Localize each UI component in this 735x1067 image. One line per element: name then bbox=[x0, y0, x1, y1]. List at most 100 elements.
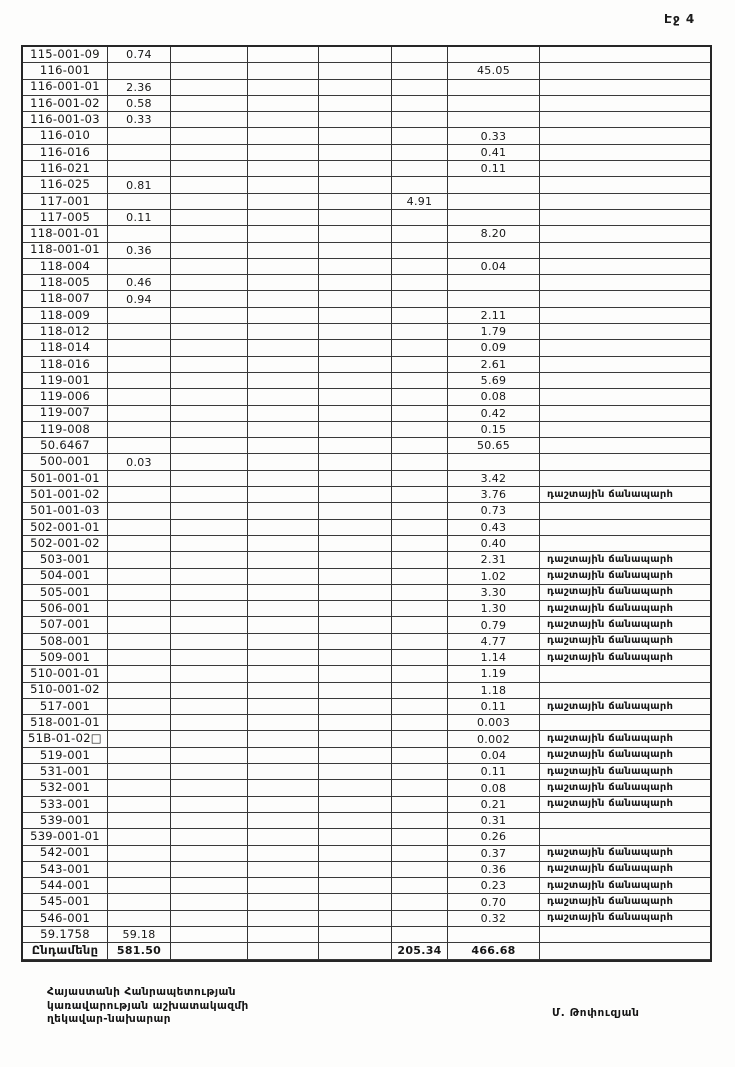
footer-signatory-title: Հայաստանի Հանրապետության կառավարության ա… bbox=[47, 986, 249, 1027]
empty-col5-cell bbox=[319, 747, 392, 765]
value-col7-cell: 0.003 bbox=[448, 715, 540, 732]
parcel-code-cell: 502-001-01 bbox=[23, 519, 108, 536]
value-col7-cell: 1.02 bbox=[448, 568, 540, 585]
table-row: 531-001 0.11 դաշտային ճանապարհ bbox=[23, 764, 710, 781]
note-cell: դաշտային ճանապարհ bbox=[540, 894, 710, 911]
value-col6-cell bbox=[392, 927, 448, 944]
value-col2-cell bbox=[108, 372, 171, 390]
value-col7-cell: 0.33 bbox=[448, 128, 540, 145]
parcel-code-cell: 118-001-01 bbox=[23, 226, 108, 243]
value-col7-cell: 1.30 bbox=[448, 601, 540, 618]
empty-col4-cell bbox=[248, 796, 319, 813]
value-col2-cell bbox=[108, 144, 171, 162]
empty-col3-cell bbox=[171, 177, 248, 194]
value-col2-cell bbox=[108, 535, 171, 553]
parcel-code-cell: 501-001-03 bbox=[23, 503, 108, 520]
value-col7-cell: 0.11 bbox=[448, 161, 540, 178]
value-col7-cell: 50.65 bbox=[448, 438, 540, 455]
note-cell bbox=[540, 128, 710, 145]
value-col6-cell bbox=[392, 161, 448, 178]
empty-col4-cell bbox=[248, 829, 319, 846]
value-col2-cell bbox=[108, 568, 171, 585]
empty-col4-cell bbox=[248, 943, 319, 960]
empty-col4-cell bbox=[248, 242, 319, 259]
note-cell bbox=[540, 829, 710, 846]
value-col2-cell bbox=[108, 715, 171, 732]
value-col6-cell bbox=[392, 780, 448, 797]
note-cell: դաշտային ճանապարհ bbox=[540, 487, 710, 504]
empty-col4-cell bbox=[248, 356, 319, 373]
value-col2-cell bbox=[108, 128, 171, 145]
note-cell bbox=[540, 324, 710, 341]
empty-col3-cell bbox=[171, 698, 248, 716]
empty-col5-cell bbox=[319, 584, 392, 602]
empty-col4-cell bbox=[248, 161, 319, 178]
table-row: 118-016 2.61 bbox=[23, 356, 710, 373]
empty-col4-cell bbox=[248, 649, 319, 667]
empty-col3-cell bbox=[171, 405, 248, 422]
parcel-code-cell: 508-001 bbox=[23, 633, 108, 650]
empty-col3-cell bbox=[171, 552, 248, 569]
parcel-code-cell: 116-016 bbox=[23, 144, 108, 162]
value-col7-cell bbox=[448, 95, 540, 113]
empty-col4-cell bbox=[248, 503, 319, 520]
parcel-code-cell: 118-005 bbox=[23, 275, 108, 292]
note-cell: դաշտային ճանապարհ bbox=[540, 552, 710, 569]
empty-col3-cell bbox=[171, 764, 248, 781]
empty-col3-cell bbox=[171, 829, 248, 846]
value-col7-cell bbox=[448, 193, 540, 210]
empty-col5-cell bbox=[319, 324, 392, 341]
empty-col4-cell bbox=[248, 927, 319, 944]
value-col6-cell bbox=[392, 454, 448, 471]
empty-col3-cell bbox=[171, 340, 248, 357]
value-col6-cell bbox=[392, 715, 448, 732]
value-col7-cell: 5.69 bbox=[448, 372, 540, 390]
value-col2-cell bbox=[108, 356, 171, 373]
empty-col3-cell bbox=[171, 454, 248, 471]
parcel-code-cell: 50.6467 bbox=[23, 438, 108, 455]
empty-col3-cell bbox=[171, 894, 248, 911]
note-cell: դաշտային ճանապարհ bbox=[540, 764, 710, 781]
table-row: 116-001-01 2.36 bbox=[23, 79, 710, 96]
empty-col4-cell bbox=[248, 584, 319, 602]
empty-col4-cell bbox=[248, 438, 319, 455]
empty-col5-cell bbox=[319, 307, 392, 325]
empty-col3-cell bbox=[171, 63, 248, 80]
table-row: 510-001-01 1.19 bbox=[23, 666, 710, 683]
empty-col5-cell bbox=[319, 552, 392, 569]
table-row: 59.1758 59.18 bbox=[23, 927, 710, 944]
empty-col3-cell bbox=[171, 747, 248, 765]
parcel-code-cell: 510-001-02 bbox=[23, 682, 108, 699]
value-col6-cell bbox=[392, 324, 448, 341]
empty-col4-cell bbox=[248, 747, 319, 765]
parcel-code-cell: 506-001 bbox=[23, 601, 108, 618]
note-cell bbox=[540, 454, 710, 471]
table-row: 518-001-01 0.003 bbox=[23, 715, 710, 732]
parcel-code-cell: 117-005 bbox=[23, 209, 108, 227]
parcel-code-cell: 510-001-01 bbox=[23, 666, 108, 683]
empty-col4-cell bbox=[248, 552, 319, 569]
value-col6-cell bbox=[392, 47, 448, 64]
empty-col3-cell bbox=[171, 666, 248, 683]
table-row: 116-025 0.81 bbox=[23, 177, 710, 194]
signatory-name: Մ. Թոփուզյան bbox=[552, 1007, 640, 1019]
empty-col3-cell bbox=[171, 275, 248, 292]
table-row: 509-001 1.14 դաշտային ճանապարհ bbox=[23, 649, 710, 667]
value-col2-cell bbox=[108, 340, 171, 357]
parcel-code-cell: 518-001-01 bbox=[23, 715, 108, 732]
value-col2-cell bbox=[108, 698, 171, 716]
empty-col3-cell bbox=[171, 601, 248, 618]
value-col2-cell bbox=[108, 438, 171, 455]
empty-col5-cell bbox=[319, 829, 392, 846]
empty-col3-cell bbox=[171, 470, 248, 488]
note-cell bbox=[540, 438, 710, 455]
value-col7-cell bbox=[448, 454, 540, 471]
value-col2-cell: 581.50 bbox=[108, 943, 171, 960]
note-cell bbox=[540, 194, 710, 210]
empty-col3-cell bbox=[171, 144, 248, 162]
parcel-code-cell: 504-001 bbox=[23, 568, 108, 585]
empty-col3-cell bbox=[171, 568, 248, 585]
note-cell bbox=[540, 943, 710, 960]
empty-col3-cell bbox=[171, 910, 248, 928]
value-col2-cell bbox=[108, 861, 171, 879]
